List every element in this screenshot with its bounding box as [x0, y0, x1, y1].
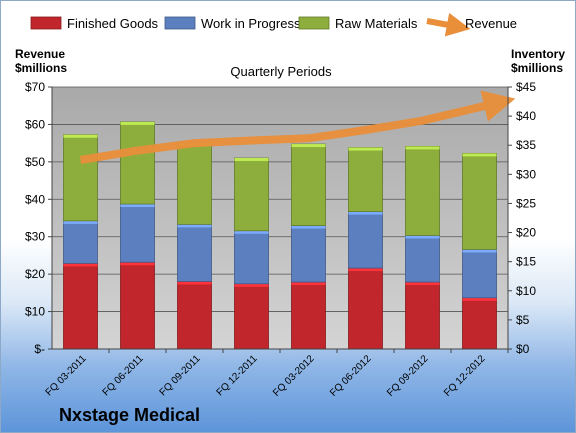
- bar-highlight: [462, 153, 497, 157]
- bar-highlight: [291, 144, 326, 148]
- bar-finished-goods: [462, 297, 497, 350]
- bar-highlight: [177, 224, 212, 228]
- right-axis-title: Inventory $millions: [511, 47, 565, 75]
- bar-raw-materials: [234, 157, 269, 232]
- bar-highlight: [234, 158, 269, 162]
- bar-highlight: [120, 262, 155, 266]
- x-tick-label: FQ 09-2012: [385, 353, 431, 399]
- left-tick-label: $-: [34, 342, 45, 356]
- right-tick-label: $35: [516, 138, 536, 152]
- bar-finished-goods: [348, 267, 383, 350]
- legend-label: Work in Progress: [201, 16, 301, 31]
- right-axis-title-line1: Inventory: [510, 47, 565, 61]
- left-tick-label: $40: [25, 192, 45, 206]
- bar-work-in-progress: [291, 225, 326, 283]
- left-tick-label: $20: [25, 267, 45, 281]
- right-tick-label: $5: [516, 313, 530, 327]
- right-tick-label: $30: [516, 167, 536, 181]
- legend-label: Raw Materials: [335, 16, 418, 31]
- bar-raw-materials: [405, 145, 440, 236]
- bar-raw-materials: [177, 142, 212, 225]
- bar-highlight: [348, 211, 383, 215]
- right-tick-label: $15: [516, 255, 536, 269]
- bar-work-in-progress: [348, 211, 383, 269]
- legend-label: Finished Goods: [67, 16, 159, 31]
- bar-highlight: [177, 281, 212, 285]
- bar-raw-materials: [462, 152, 497, 250]
- legend-swatch: [298, 16, 330, 30]
- right-tick-label: $0: [516, 342, 530, 356]
- left-tick-label: $30: [25, 230, 45, 244]
- bar-finished-goods: [177, 281, 212, 350]
- x-tick-label: FQ 03-2011: [44, 353, 89, 398]
- bar-highlight: [63, 134, 98, 138]
- bar-highlight: [462, 249, 497, 253]
- x-tick-label: FQ 06-2012: [328, 353, 374, 399]
- bar-highlight: [63, 220, 98, 224]
- bar-work-in-progress: [177, 224, 212, 282]
- bar-highlight: [405, 146, 440, 150]
- bar-work-in-progress: [462, 249, 497, 299]
- bar-highlight: [348, 147, 383, 151]
- bar-highlight: [234, 230, 269, 234]
- bar-highlight: [120, 121, 155, 125]
- bar-finished-goods: [63, 263, 98, 350]
- bar-series: [63, 121, 497, 350]
- chart-title: Quarterly Periods: [230, 64, 332, 79]
- right-tick-label: $25: [516, 196, 536, 210]
- bar-highlight: [63, 263, 98, 267]
- bar-finished-goods: [405, 281, 440, 350]
- legend: Finished Goods Work in Progress Raw Materi…: [30, 12, 517, 37]
- left-tick-label: $60: [25, 117, 45, 131]
- left-axis-title-line1: Revenue: [15, 47, 66, 61]
- bar-work-in-progress: [405, 235, 440, 283]
- x-tick-label: FQ 09-2011: [158, 353, 203, 398]
- bar-work-in-progress: [234, 230, 269, 285]
- bar-highlight: [291, 282, 326, 286]
- x-tick-label: FQ 12-2011: [215, 353, 260, 398]
- right-tick-label: $20: [516, 226, 536, 240]
- bar-highlight: [462, 297, 497, 301]
- bar-highlight: [291, 225, 326, 229]
- bar-highlight: [348, 268, 383, 272]
- right-tick-label: $45: [516, 80, 536, 94]
- right-tick-label: $40: [516, 109, 536, 123]
- x-tick-label: FQ 03-2012: [271, 353, 317, 399]
- legend-swatch: [30, 16, 62, 30]
- revenue-line: [79, 90, 516, 164]
- bar-finished-goods: [120, 261, 155, 350]
- bar-highlight: [405, 282, 440, 286]
- left-tick-label: $10: [25, 305, 45, 319]
- left-tick-label: $50: [25, 155, 45, 169]
- legend-swatch: [164, 16, 196, 30]
- right-tick-label: $10: [516, 284, 536, 298]
- bar-highlight: [405, 235, 440, 239]
- bar-raw-materials: [291, 143, 326, 226]
- bar-work-in-progress: [120, 203, 155, 263]
- revenue-line-path: [79, 90, 516, 164]
- bar-highlight: [120, 204, 155, 208]
- bar-raw-materials: [63, 134, 98, 222]
- bar-finished-goods: [234, 283, 269, 350]
- x-tick-label: FQ 06-2011: [101, 353, 146, 398]
- bar-raw-materials: [120, 121, 155, 205]
- x-tick-label: FQ 12-2012: [442, 353, 488, 399]
- bar-highlight: [234, 283, 269, 287]
- left-tick-label: $70: [25, 80, 45, 94]
- left-axis-title: Revenue $millions: [15, 47, 67, 75]
- legend-arrow-icon: [426, 12, 471, 37]
- right-axis-title-line2: $millions: [510, 61, 563, 75]
- legend-label: Revenue: [465, 16, 517, 31]
- company-name: Nxstage Medical: [59, 405, 201, 425]
- bar-raw-materials: [348, 147, 383, 212]
- bar-work-in-progress: [63, 220, 98, 264]
- bar-finished-goods: [291, 281, 326, 350]
- left-axis-title-line2: $millions: [15, 61, 68, 75]
